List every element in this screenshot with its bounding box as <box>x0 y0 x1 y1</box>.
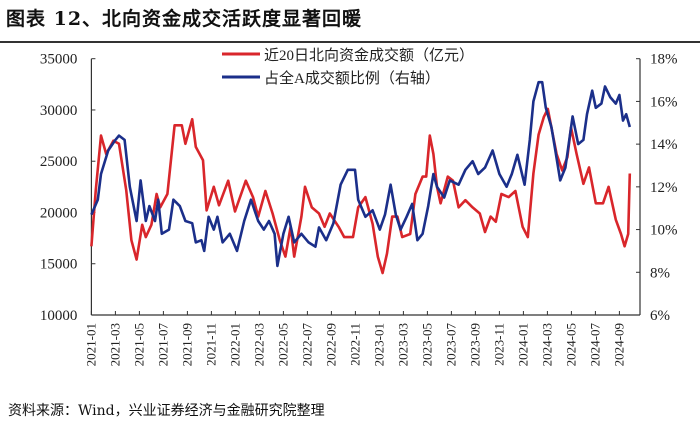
source-note: 资料来源：Wind，兴业证券经济与金融研究院整理 <box>8 403 325 419</box>
x-tick-label: 2022-11 <box>347 323 362 366</box>
legend-label-amount: 近20日北向资金成交额（亿元） <box>264 46 474 64</box>
x-tick-label: 2023-03 <box>395 323 410 366</box>
left-tick-label: 15000 <box>40 257 78 273</box>
series-line-northbound-amount <box>90 107 632 275</box>
left-tick-label: 25000 <box>40 154 78 170</box>
right-tick-label: 16% <box>650 94 678 110</box>
legend: 近20日北向资金成交额（亿元） 占全A成交额比例（右轴） <box>222 46 474 87</box>
left-tick-label: 20000 <box>40 205 78 221</box>
x-tick-label: 2024-05 <box>563 323 578 366</box>
x-tick-label: 2022-09 <box>323 323 338 366</box>
x-tick-label: 2023-07 <box>443 323 458 367</box>
x-tick-label: 2023-05 <box>419 323 434 366</box>
line-chart: 10000 15000 20000 25000 30000 35000 6% 8% 10% 12%… <box>40 46 678 367</box>
left-tick-label: 10000 <box>40 308 78 324</box>
x-tick-label: 2024-01 <box>515 323 530 366</box>
x-tick-label: 2021-03 <box>107 323 122 366</box>
x-tick-label: 2021-09 <box>179 323 194 366</box>
x-tick-label: 2023-09 <box>467 323 482 366</box>
x-tick-label: 2024-03 <box>539 323 554 366</box>
x-tick-label: 2021-07 <box>155 323 170 367</box>
right-tick-label: 14% <box>650 137 678 153</box>
x-tick-label: 2023-01 <box>371 323 386 366</box>
right-tick-label: 10% <box>650 223 678 239</box>
left-tick-label: 35000 <box>40 52 78 68</box>
x-tick-label: 2022-07 <box>299 323 314 367</box>
series-line-share-of-a-shares <box>90 80 632 268</box>
x-tick-label: 2024-09 <box>611 323 626 366</box>
legend-label-ratio: 占全A成交额比例（右轴） <box>264 69 440 87</box>
right-tick-label: 12% <box>650 180 678 196</box>
right-tick-label: 8% <box>650 265 670 281</box>
x-tick-label: 2021-01 <box>83 323 98 366</box>
right-tick-label: 18% <box>650 52 678 68</box>
x-tick-label: 2021-05 <box>131 323 146 366</box>
title-divider <box>0 41 700 43</box>
x-tick-label: 2022-01 <box>227 323 242 366</box>
x-tick-label: 2023-11 <box>491 323 506 366</box>
figure-title: 图表 12、北向资金成交活跃度显著回暖 <box>6 8 363 30</box>
x-tick-label: 2024-07 <box>587 323 602 367</box>
x-tick-label: 2022-05 <box>275 323 290 366</box>
left-tick-label: 30000 <box>40 103 78 119</box>
x-tick-label: 2021-11 <box>203 323 218 366</box>
x-tick-label: 2022-03 <box>251 323 266 366</box>
right-tick-label: 6% <box>650 308 670 324</box>
